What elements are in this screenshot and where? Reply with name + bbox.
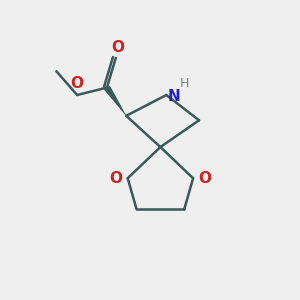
Text: O: O — [111, 40, 124, 56]
Text: O: O — [71, 76, 84, 92]
Text: O: O — [198, 171, 212, 186]
Text: H: H — [180, 77, 190, 90]
Text: O: O — [110, 171, 122, 186]
Polygon shape — [104, 85, 126, 116]
Text: N: N — [168, 89, 181, 104]
